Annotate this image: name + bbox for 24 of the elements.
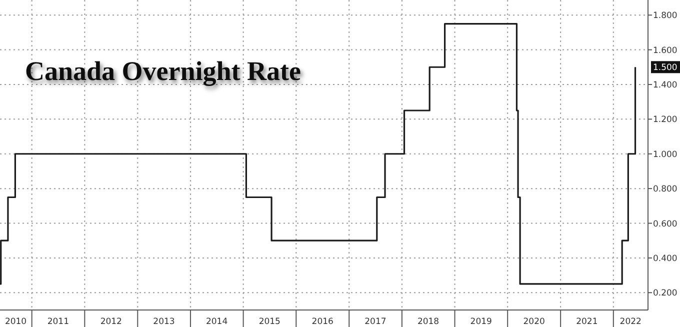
x-tick-label: 2014 [206, 317, 228, 327]
y-tick-label: 0.400 [653, 254, 678, 264]
y-tick-label: 1.000 [653, 150, 678, 160]
annotation: 1.500 [653, 63, 678, 74]
x-tick-label: 2012 [100, 317, 122, 327]
x-tick-label: 2018 [417, 317, 440, 327]
x-tick-label: 2015 [258, 317, 280, 327]
x-tick-label: 2010 [4, 317, 27, 327]
y-tick-label: 0.600 [653, 219, 678, 230]
x-tick-label: 2019 [470, 317, 492, 327]
y-tick-label: 1.400 [653, 80, 678, 90]
y-tick-label: 1.800 [653, 11, 678, 22]
x-tick-label: 2016 [312, 317, 334, 327]
y-tick-label: 1.600 [653, 46, 678, 56]
x-tick-label: 2017 [364, 317, 386, 327]
y-tick-label: 1.200 [653, 115, 678, 126]
x-tick-label: 2011 [47, 317, 70, 327]
y-tick-label: 0.200 [653, 288, 678, 299]
y-tick-label: 0.800 [653, 184, 678, 195]
text: Canada Overnight Rate [25, 56, 302, 86]
x-tick-label: 2020 [523, 317, 545, 327]
x-tick-label: 2021 [576, 317, 598, 327]
x-tick-label: 2013 [153, 317, 175, 327]
x-tick-label: 2022 [620, 317, 642, 327]
